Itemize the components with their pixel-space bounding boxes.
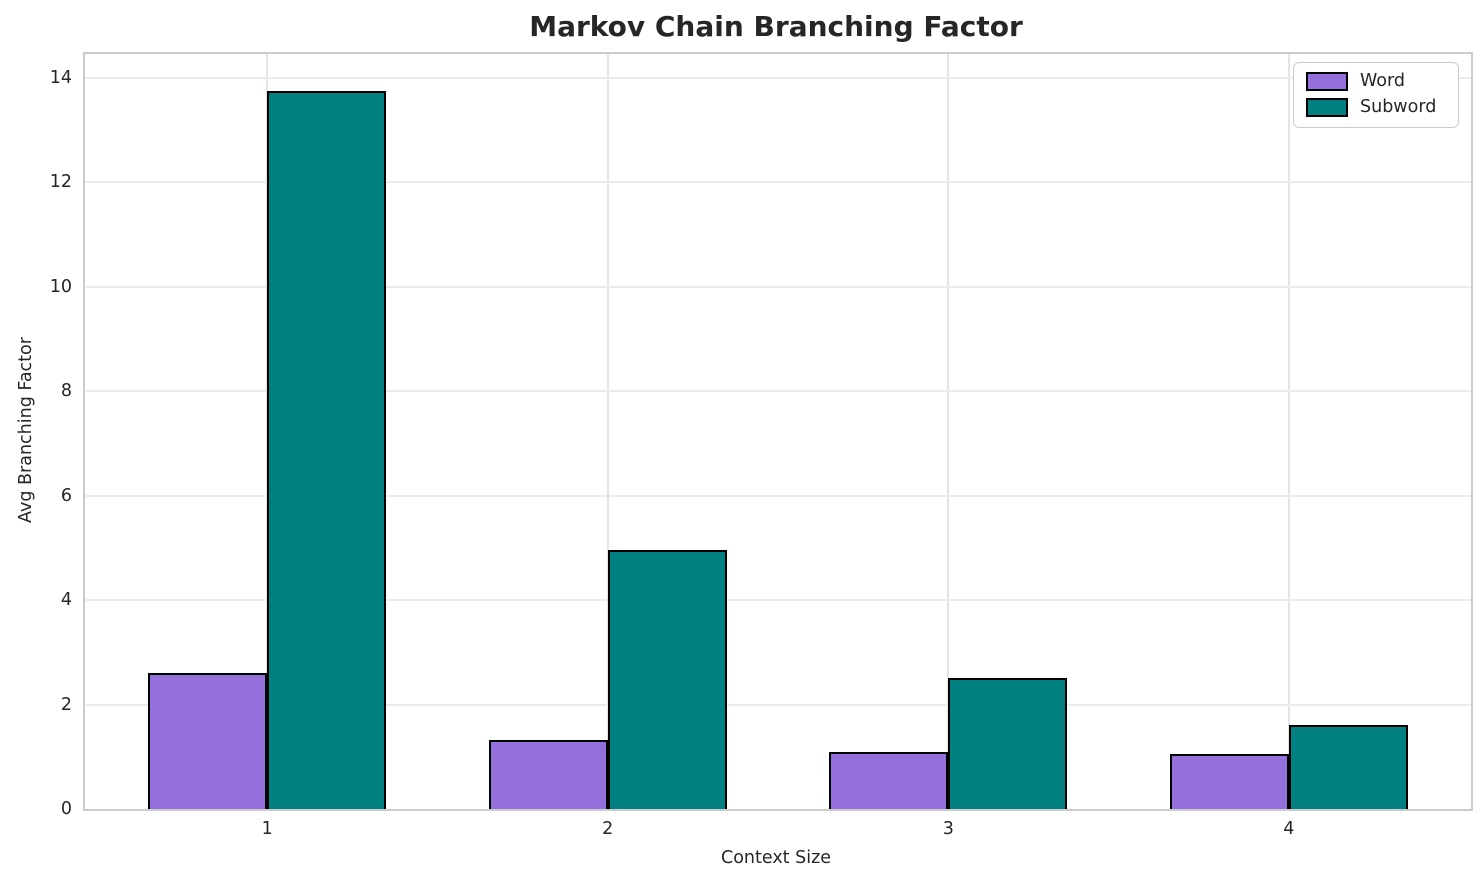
- gridline-x-4: [1287, 54, 1290, 809]
- gridline-y-4: [85, 599, 1471, 601]
- bar-word-3: [829, 751, 949, 809]
- gridline-y-2: [85, 703, 1471, 706]
- legend-item-subword: Subword: [1306, 97, 1446, 118]
- x-tick-1: 1: [261, 819, 273, 839]
- legend-swatch-word: [1306, 72, 1348, 92]
- x-axis-label: Context Size: [720, 848, 832, 868]
- gridline-y-10: [85, 285, 1471, 288]
- bar-word-1: [148, 673, 268, 809]
- gridline-y-8: [85, 390, 1471, 392]
- gridline-x-3: [947, 54, 950, 809]
- x-tick-4: 4: [1283, 819, 1295, 839]
- y-tick-6: 6: [60, 485, 72, 506]
- y-tick-14: 14: [49, 67, 72, 88]
- bar-subword-2: [607, 550, 727, 809]
- y-tick-8: 8: [60, 381, 72, 401]
- legend-swatch-subword: [1306, 98, 1348, 118]
- y-tick-12: 12: [49, 172, 72, 192]
- gridline-y-12: [85, 181, 1471, 183]
- y-axis-label: Avg Branching Factor: [16, 337, 36, 523]
- legend: Word Subword: [1293, 62, 1459, 128]
- y-tick-10: 10: [49, 276, 72, 297]
- y-tick-2: 2: [60, 694, 72, 715]
- plot-area: 0 2 4 6 8 10 12 14 1 2 3 4: [50, 52, 1473, 839]
- legend-item-word: Word: [1306, 71, 1446, 92]
- y-tick-0: 0: [60, 799, 72, 819]
- y-tick-4: 4: [60, 590, 72, 610]
- gridline-x-2: [606, 54, 609, 809]
- chart-title: Markov Chain Branching Factor: [529, 10, 1023, 43]
- x-tick-2: 2: [602, 819, 614, 839]
- legend-label-word: Word: [1360, 71, 1405, 91]
- legend-label-subword: Subword: [1360, 97, 1437, 118]
- bar-subword-1: [267, 90, 387, 809]
- bar-subword-3: [948, 678, 1068, 809]
- x-tick-3: 3: [942, 819, 954, 839]
- bar-subword-4: [1288, 725, 1408, 809]
- gridline-y-14: [85, 76, 1471, 79]
- bar-word-4: [1169, 754, 1289, 809]
- gridline-y-6: [85, 494, 1471, 497]
- bar-word-2: [488, 740, 608, 809]
